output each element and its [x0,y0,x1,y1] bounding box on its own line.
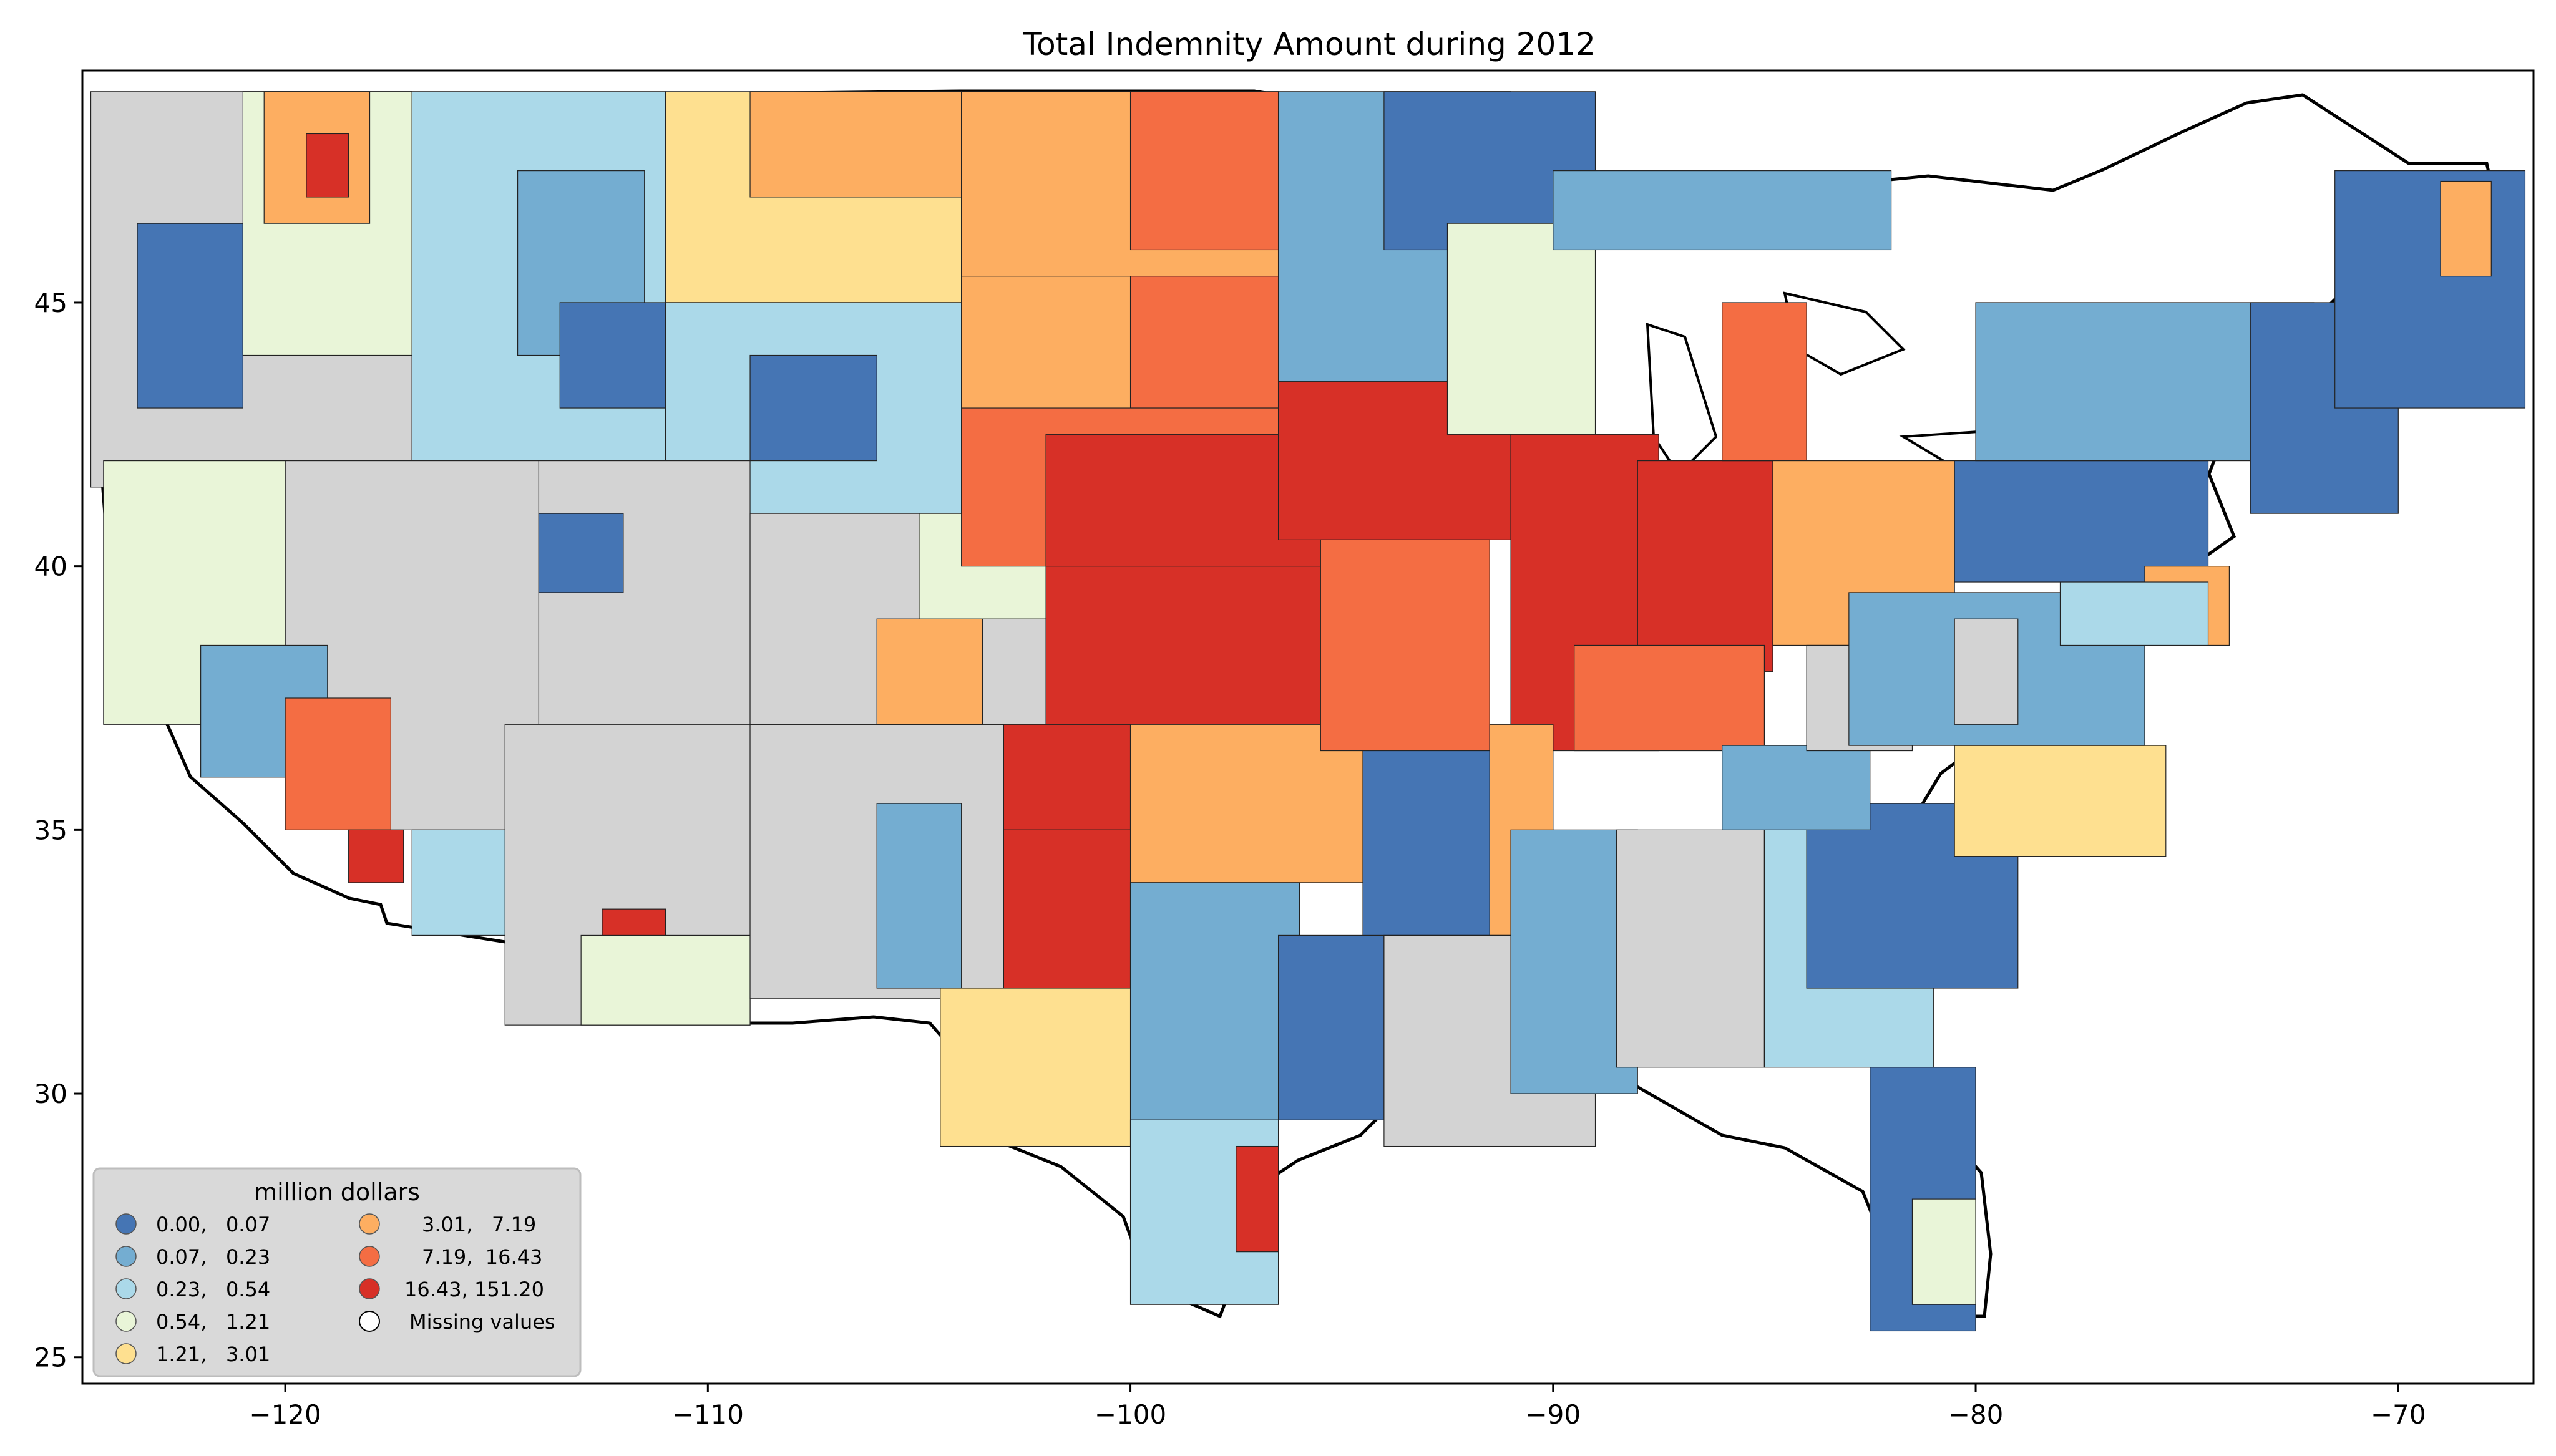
map-region [1129,276,1279,409]
x-tick-label: −70 [2371,1399,2426,1430]
legend-label: 0.07, 0.23 [156,1245,270,1269]
map-region [1722,302,1807,462]
legend-marker-c1 [115,1213,137,1235]
x-tick-label: −110 [672,1399,744,1430]
legend-label: 7.19, 16.43 [422,1245,542,1269]
x-tick: −100 [1095,1384,1166,1430]
x-tick: −70 [2371,1384,2426,1430]
x-tick: −80 [1948,1384,2004,1430]
legend-marker-c3 [115,1278,137,1299]
map-region [876,618,983,725]
x-tick-label: −90 [1525,1399,1581,1430]
legend-label: 16.43, 151.20 [404,1278,544,1301]
legend-label: 1.21, 3.01 [156,1342,270,1366]
legend-label: Missing values [409,1310,555,1334]
legend: million dollars 0.00, 0.07 0.07, 0.23 0.… [92,1167,582,1377]
map-area [81,69,2535,1385]
map-region [1045,566,1359,725]
map-region [1129,882,1300,1120]
y-tick: 45 [34,288,82,318]
legend-marker-c8 [359,1278,380,1299]
map-region [411,829,519,936]
map-region [1722,745,1871,830]
map-region [1129,91,1279,251]
map-region [1045,434,1321,567]
x-tick: −120 [249,1384,321,1430]
legend-marker-c5 [115,1343,137,1364]
legend-marker-c6 [359,1213,380,1235]
legend-title: million dollars [254,1178,420,1206]
x-tick-label: −100 [1095,1399,1166,1430]
legend-marker-c7 [359,1246,380,1267]
map-region [348,829,404,883]
map-region [2334,170,2526,409]
map-region [1574,644,1765,752]
legend-box [92,1167,582,1377]
x-tick: −90 [1525,1384,1581,1430]
legend-item: 0.23, 0.54 [115,1278,270,1301]
map-region [1954,745,2167,857]
y-tick: 35 [34,815,82,845]
x-tick-label: −120 [249,1399,321,1430]
map-region [2059,581,2209,646]
map-region [940,988,1131,1147]
map-region [1954,618,2019,725]
map-region [559,302,666,409]
y-tick: 25 [34,1342,82,1373]
y-tick-label: 45 [34,288,67,318]
legend-label: 0.54, 1.21 [156,1310,270,1334]
y-tick: 40 [34,551,82,582]
x-tick: −110 [672,1384,744,1430]
legend-item: 16.43, 151.20 [359,1278,544,1301]
legend-item: 7.19, 16.43 [359,1245,542,1269]
map-region [1236,1145,1279,1253]
map-region [1616,829,1765,1068]
map-region [1320,539,1490,752]
map-region [1003,724,1131,830]
map-region [1553,170,1892,251]
x-tick-label: −80 [1948,1399,2004,1430]
y-tick-label: 40 [34,551,67,582]
map-region [749,91,962,198]
map-region [306,133,349,198]
region-layer [90,91,2526,1332]
map-region [2440,180,2492,277]
map-region [1003,829,1131,989]
y-tick: 30 [34,1079,82,1109]
y-tick-label: 30 [34,1079,67,1109]
map-region [1277,934,1385,1120]
legend-label: 0.00, 0.07 [156,1213,270,1236]
legend-label: 3.01, 7.19 [422,1213,536,1236]
legend-item: 0.54, 1.21 [115,1310,270,1334]
x-axis: −120 −110 −100 −90 −80 −70 [249,1384,2426,1430]
map-region [1954,460,2209,583]
legend-marker-c2 [115,1246,137,1267]
map-region [137,223,243,409]
chart-title: Total Indemnity Amount during 2012 [1022,26,1596,62]
map-region [1362,750,1511,936]
axes-frame [81,69,2535,1385]
legend-item: 0.07, 0.23 [115,1245,270,1269]
map-region [1911,1198,1976,1305]
map-region [749,354,877,462]
legend-label: 0.23, 0.54 [156,1278,270,1301]
legend-item: 0.00, 0.07 [115,1213,270,1236]
legend-item: Missing values [359,1310,555,1334]
legend-item: 3.01, 7.19 [359,1213,536,1236]
legend-marker-c4 [115,1311,137,1332]
map-region [580,934,751,1026]
y-tick-label: 35 [34,815,67,845]
map-region [1446,223,1596,435]
map-region [876,803,962,989]
map-region [1637,460,1773,672]
map-region [285,697,391,830]
legend-item: 1.21, 3.01 [115,1342,270,1366]
map-region [538,513,624,593]
legend-marker-missing [359,1311,380,1332]
y-tick-label: 25 [34,1342,67,1373]
y-axis: 25 30 35 40 45 [34,288,82,1373]
